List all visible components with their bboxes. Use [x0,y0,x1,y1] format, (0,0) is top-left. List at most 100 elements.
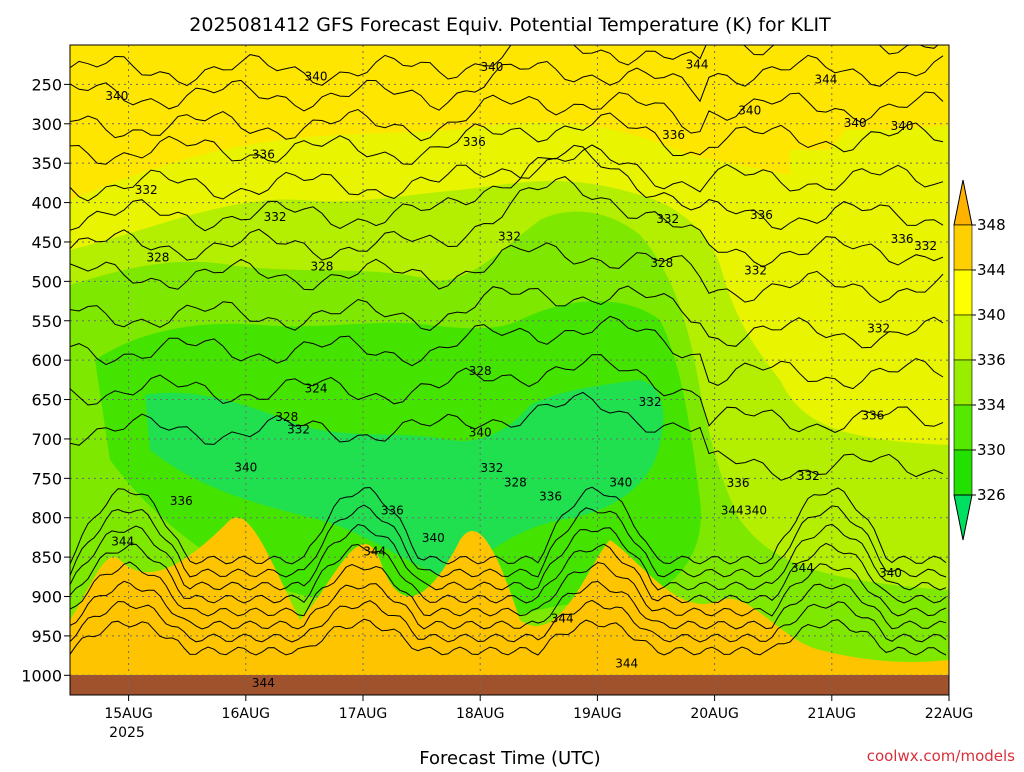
y-axis: 250 300 350 400 450 500 550 600 650 700 750 800 850 9… [21,75,70,685]
theta-e-band-boundary [70,517,949,695]
contour-label: 332 [480,461,503,475]
contour-label: 344 [686,58,709,72]
plot-frame [69,44,950,696]
contour-label: 340 [469,426,492,440]
colorbar-label: 348 [977,216,1006,234]
colorbar-label: 344 [977,261,1006,279]
x-tick-label: 20AUG [690,706,739,722]
contour-line [70,542,947,604]
contour-label: 332 [914,239,937,253]
y-tick-label: 250 [31,75,62,94]
contour-label: 332 [867,322,890,336]
y-tick-label: 1000 [21,666,62,685]
contour-label: 340 [844,116,867,130]
contour-label: 344 [252,676,275,690]
contour-line [70,618,947,656]
contour-label: 340 [105,89,128,103]
contour-line [70,486,947,565]
contour-label: 340 [879,566,902,580]
contour-line [70,144,944,232]
contour-lines [70,45,947,656]
x-tick-label: 19AUG [573,706,622,722]
y-tick-label: 450 [31,233,62,252]
contour-label: 336 [170,494,193,508]
contour-label: 344 [814,73,837,87]
x-tick-label: 16AUG [222,706,271,722]
contour-label: 328 [469,364,492,378]
colorbar-swatch [953,404,973,451]
contour-label: 328 [650,256,673,270]
credit-text: coolwx.com/models [867,747,1015,765]
colorbar-swatch [953,224,973,271]
contour-line [70,599,947,643]
contour-label: 340 [480,60,503,74]
contour-label: 344 [721,504,744,518]
contour-label: 336 [750,208,773,222]
contour-label: 340 [738,103,761,117]
contour-label: 336 [252,148,275,162]
y-tick-label: 500 [31,272,62,291]
contour-label: 344 [551,612,574,626]
contour-label: 332 [287,422,310,436]
x-axis-label: Forecast Time (UTC) [419,748,600,768]
contour-line [70,391,944,481]
y-tick-label: 350 [31,154,62,173]
y-tick-label: 750 [31,469,62,488]
contour-line [70,315,944,390]
contour-line [70,176,944,268]
contour-label: 336 [861,408,884,422]
colorbar-label: 326 [977,486,1006,504]
x-year-label: 2025 [109,725,145,741]
y-tick-label: 950 [31,627,62,646]
contour-label: 332 [264,210,287,224]
contour-line [70,561,947,617]
x-tick-label: 17AUG [339,706,388,722]
colorbar-swatch [953,314,973,361]
colorbar-swatch [953,449,973,496]
contour-line [70,54,944,112]
y-tick-label: 650 [31,391,62,410]
colorbar-label: 330 [977,441,1006,459]
y-tick-label: 850 [31,548,62,567]
contour-label: 336 [381,504,404,518]
contour-label: 340 [891,119,914,133]
colorbar-triangle-top [953,179,973,226]
x-tick-label: 18AUG [456,706,505,722]
y-tick-label: 550 [31,312,62,331]
contour-label: 324 [305,382,328,396]
colorbar-label: 340 [977,306,1006,324]
contour-line [70,523,947,591]
colorbar-label: 334 [977,396,1006,414]
contour-label: 332 [498,229,521,243]
contour-label: 344 [791,561,814,575]
contour-label: 336 [463,135,486,149]
contour-label: 328 [311,259,334,273]
contour-label: 340 [305,70,328,84]
contour-label: 332 [797,469,820,483]
colorbar-swatch [953,359,973,406]
contour-label: 332 [656,212,679,226]
y-tick-label: 800 [31,509,62,528]
x-axis: 15AUG 16AUG 17AUG 18AUG 19AUG 20AUG 21AUG 22AUG [104,695,973,722]
contour-label: 344 [111,534,134,548]
contour-label: 328 [504,475,527,489]
y-tick-label: 400 [31,194,62,213]
x-tick-label: 22AUG [925,706,974,722]
theta-e-band-core [145,380,664,580]
contour-label: 332 [135,183,158,197]
contour-label: 344 [363,545,386,559]
chart-title: 2025081412 GFS Forecast Equiv. Potential… [189,14,831,36]
contour-label: 328 [275,410,298,424]
y-tick-label: 700 [31,430,62,449]
contour-label: 336 [539,489,562,503]
contour-line [70,580,947,630]
contour-line [70,91,944,142]
contour-label: 340 [234,460,257,474]
ground-strip [70,675,949,695]
grid-lines [70,45,949,695]
y-tick-label: 900 [31,588,62,607]
contour-line [70,285,944,349]
